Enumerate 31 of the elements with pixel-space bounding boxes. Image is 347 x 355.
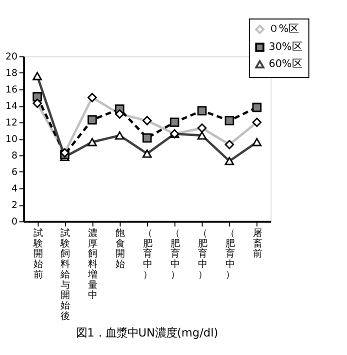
x-tick-label: 濃厚飼料増量中 xyxy=(87,228,98,302)
x-tick-label: （肥育中） xyxy=(143,228,152,280)
point xyxy=(32,92,42,102)
point xyxy=(170,118,180,127)
legend-label: 60%区 xyxy=(268,58,302,70)
y-tick-label: 20 xyxy=(5,52,18,63)
point xyxy=(197,106,207,116)
text: 図1．血漿中UN濃度(mg/dl) xyxy=(76,326,218,340)
y-tick-label: 10 xyxy=(5,134,18,146)
x-tick-label: （肥育中） xyxy=(170,228,180,280)
legend-label: 30%区 xyxy=(268,41,302,54)
y-tick-label: 2 xyxy=(11,200,18,212)
y-tick-label: 14 xyxy=(5,101,18,112)
y-tick-label: 4 xyxy=(11,184,18,195)
point xyxy=(252,102,262,112)
x-tick-label: （肥育中） xyxy=(198,228,207,280)
y-tick-label: 16 xyxy=(5,84,18,96)
legend-label: ０%区 xyxy=(268,23,299,36)
x-tick-label: 屠畜前 xyxy=(252,228,262,260)
y-tick-label: 6 xyxy=(11,167,18,178)
x-tick-label: （肥育中） xyxy=(225,228,234,280)
y-tick-label: 8 xyxy=(11,150,18,162)
category-label: 試験飼料給与開始後 xyxy=(60,228,70,322)
y-tick-label: 0 xyxy=(11,216,18,228)
point xyxy=(88,115,97,124)
y-tick-label: 12 xyxy=(5,118,18,129)
point xyxy=(224,116,234,126)
x-tick-label: 試験開始前 xyxy=(32,228,42,280)
x-tick-label: 飽食開始 xyxy=(116,228,125,270)
point xyxy=(142,133,152,143)
y-tick-label: 18 xyxy=(5,68,18,80)
